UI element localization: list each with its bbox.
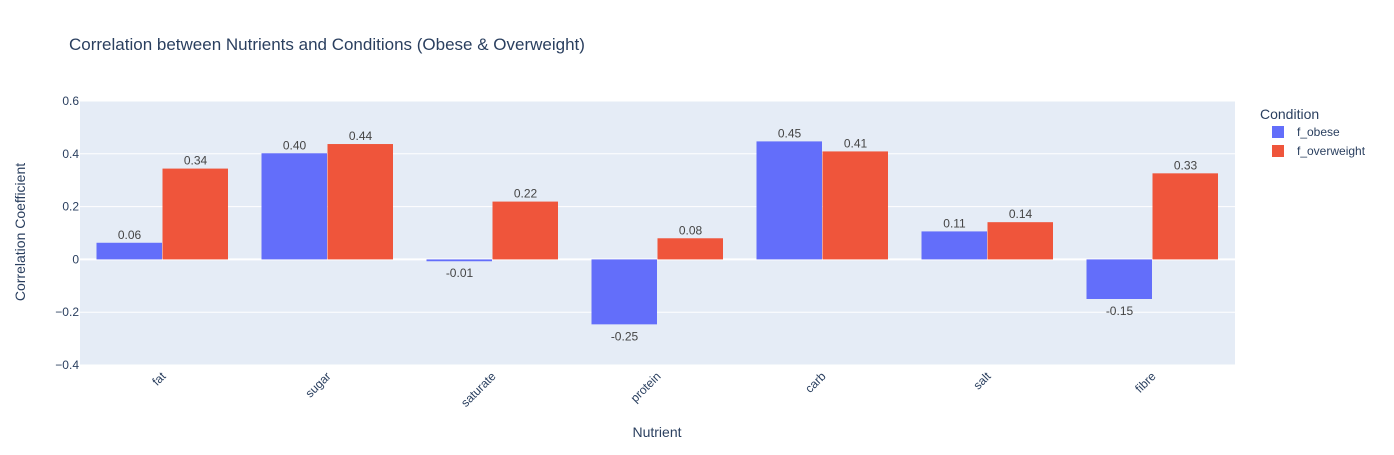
bar-f_overweight-saturate bbox=[492, 201, 558, 260]
y-axis-title: Correlation Coefficient bbox=[12, 163, 28, 301]
data-label: 0.45 bbox=[778, 126, 802, 140]
bar-f_overweight-carb bbox=[822, 151, 888, 260]
data-label: 0.22 bbox=[514, 187, 538, 201]
bar-f_obese-saturate bbox=[426, 259, 492, 262]
data-label: 0.33 bbox=[1174, 158, 1198, 172]
bar-f_overweight-salt bbox=[987, 222, 1053, 260]
bar-f_overweight-sugar bbox=[327, 144, 393, 260]
data-label: 0.11 bbox=[943, 216, 966, 230]
data-label-layer: 0.06 0.34 0.40 0.44 -0.01 0.22 -0.25 0.08 0.45 0.… bbox=[118, 126, 1198, 343]
bar-f_overweight-fat bbox=[162, 168, 228, 260]
chart-title: Correlation between Nutrients and Condit… bbox=[69, 35, 585, 54]
legend-swatch-f_overweight bbox=[1272, 145, 1284, 157]
legend-items: f_obese f_overweight bbox=[1272, 125, 1366, 158]
data-label: 0.14 bbox=[1009, 207, 1033, 221]
x-axis-title: Nutrient bbox=[632, 424, 681, 440]
data-label: 0.08 bbox=[679, 223, 703, 237]
bar-f_obese-sugar bbox=[261, 153, 327, 260]
data-label: -0.15 bbox=[1106, 304, 1134, 318]
legend: Condition f_obese f_overweight bbox=[1260, 106, 1366, 158]
y-tick-label: 0.6 bbox=[62, 94, 79, 108]
data-label: 0.41 bbox=[844, 136, 868, 150]
data-label: -0.01 bbox=[446, 266, 474, 280]
bar-layer bbox=[96, 141, 1218, 325]
data-label: -0.25 bbox=[611, 329, 639, 343]
legend-swatch-f_obese bbox=[1272, 126, 1284, 138]
data-label: 0.34 bbox=[184, 154, 208, 168]
y-tick-label: 0.2 bbox=[62, 200, 79, 214]
bar-f_obese-salt bbox=[921, 231, 987, 260]
y-tick-label: −0.4 bbox=[55, 358, 79, 372]
plot-background bbox=[80, 101, 1235, 365]
data-label: 0.40 bbox=[283, 138, 307, 152]
y-tick-label: −0.2 bbox=[55, 305, 79, 319]
legend-label: f_obese bbox=[1297, 125, 1340, 139]
data-label: 0.44 bbox=[349, 129, 373, 143]
legend-title: Condition bbox=[1260, 106, 1319, 122]
bar-f_overweight-protein bbox=[657, 238, 723, 260]
bar-f_obese-protein bbox=[591, 259, 657, 325]
bar-f_obese-fat bbox=[96, 242, 162, 260]
bar-f_obese-carb bbox=[756, 141, 822, 260]
bar-f_obese-fibre bbox=[1086, 259, 1152, 299]
bar-f_overweight-fibre bbox=[1152, 173, 1218, 260]
y-tick-label: 0 bbox=[72, 252, 79, 266]
legend-label: f_overweight bbox=[1297, 144, 1366, 158]
data-label: 0.06 bbox=[118, 228, 142, 242]
y-tick-label: 0.4 bbox=[62, 147, 79, 161]
